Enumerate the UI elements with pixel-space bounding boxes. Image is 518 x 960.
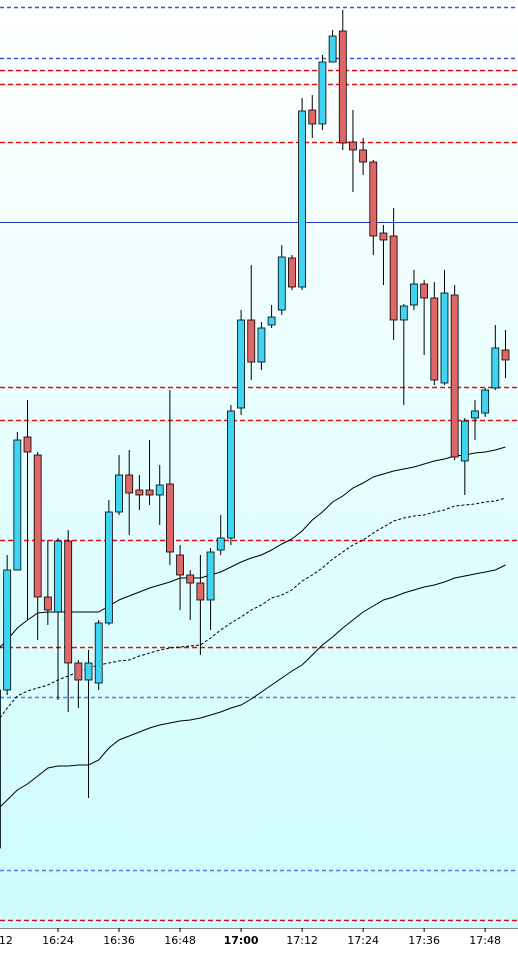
candle-body <box>33 454 42 598</box>
candle-body <box>369 161 378 237</box>
moving-average <box>0 446 506 648</box>
candle-body <box>23 436 32 453</box>
candle-body <box>13 439 22 571</box>
axis-background <box>0 928 518 960</box>
candle-body <box>145 489 154 496</box>
moving-average <box>0 564 506 808</box>
candle-body <box>64 540 73 664</box>
candle-body <box>216 537 225 551</box>
x-tick-label: 17:24 <box>347 934 379 947</box>
candle-body <box>84 662 93 681</box>
candle-body <box>501 349 510 361</box>
candle-body <box>430 297 439 381</box>
x-tick-label: 16:36 <box>103 934 135 947</box>
candle-body <box>420 283 429 299</box>
candle-body <box>165 483 174 553</box>
x-tick-label: 16:12 <box>0 934 13 947</box>
candle-body <box>450 294 459 458</box>
candle-body <box>389 235 398 321</box>
candle-body <box>491 347 500 389</box>
candle-body <box>440 292 449 384</box>
candle-body <box>298 110 307 288</box>
candle-body <box>0 689 1 849</box>
candle-body <box>135 489 144 496</box>
x-tick-label: 16:48 <box>164 934 196 947</box>
candle-body <box>206 551 215 601</box>
candle-body <box>115 474 123 513</box>
candle-body <box>359 149 368 163</box>
candle-body <box>196 582 205 601</box>
candle-body <box>54 540 62 613</box>
candle-body <box>74 662 83 681</box>
candle-body <box>43 596 52 611</box>
candle-body <box>308 109 317 125</box>
candle-body <box>410 283 418 306</box>
candle-body <box>227 410 235 539</box>
candle-body <box>328 35 337 63</box>
candle-body <box>288 257 296 288</box>
candle-body <box>155 484 164 496</box>
x-tick-label: 17:12 <box>286 934 318 947</box>
candle-body <box>349 141 357 151</box>
candle-body <box>460 420 469 462</box>
x-tick-label: 16:24 <box>42 934 74 947</box>
candle-body <box>176 554 184 576</box>
candle-body <box>399 305 408 321</box>
candle-body <box>94 622 103 684</box>
candle-body <box>247 319 256 363</box>
candle-body <box>3 569 12 691</box>
x-tick-label: 17:00 <box>224 934 259 947</box>
plot-background <box>0 0 518 928</box>
candle-body <box>338 30 347 144</box>
candle-body <box>125 474 134 494</box>
candle-body <box>257 327 266 363</box>
candle-body <box>237 319 245 409</box>
x-tick-label: 17:48 <box>469 934 501 947</box>
x-tick-label: 17:36 <box>408 934 440 947</box>
candle-body <box>104 511 113 624</box>
candle-body <box>471 410 479 419</box>
candle-body <box>481 389 490 414</box>
candle-body <box>318 61 327 125</box>
candle-body <box>277 256 286 311</box>
candle-body <box>267 316 276 326</box>
candle-body <box>186 574 195 584</box>
candle-body <box>379 232 388 241</box>
